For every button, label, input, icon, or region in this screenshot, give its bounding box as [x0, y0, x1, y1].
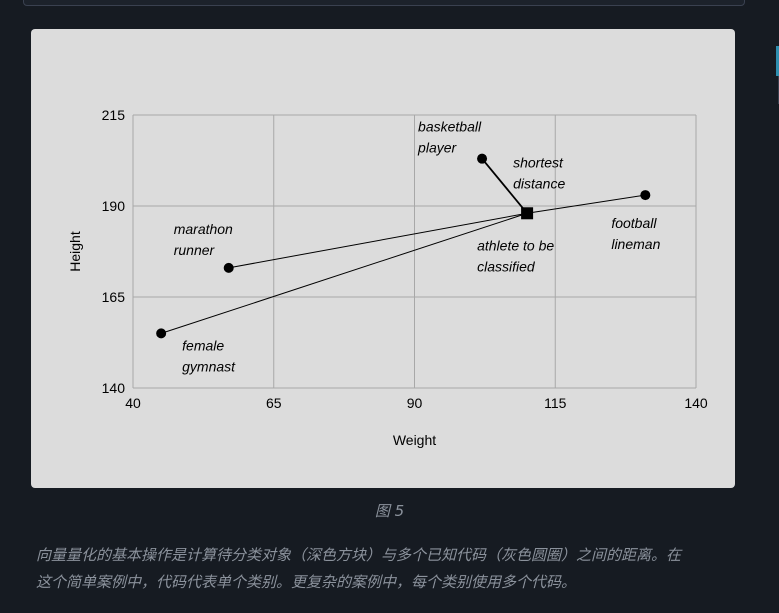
description-line: 向量量化的基本操作是计算待分类对象（深色方块）与多个已知代码（灰色圆圈）之间的距… — [36, 546, 682, 564]
label-gymnast: gymnast — [182, 358, 236, 374]
code-point-marathon — [223, 262, 234, 273]
y-tick-label: 215 — [102, 107, 126, 123]
label-athlete: athlete to be — [477, 237, 554, 253]
label-basketball: basketball — [418, 119, 482, 135]
code-point-gymnast — [156, 328, 167, 339]
figure-caption: 图 5 — [374, 502, 405, 520]
description-line: 这个简单案例中，代码代表单个类别。更复杂的案例中，每个类别使用多个代码。 — [36, 573, 577, 591]
label-football: lineman — [611, 236, 660, 252]
vector-quantization-chart: 40 65 90 115 140 140 165 190 215 Weight Height mara… — [67, 107, 708, 448]
label-gymnast: female — [182, 337, 224, 353]
code-point-football — [640, 190, 651, 201]
y-tick-label: 190 — [102, 198, 126, 214]
target-point — [521, 207, 534, 220]
y-tick-label: 140 — [102, 380, 126, 396]
figure-description: 向量量化的基本操作是计算待分类对象（深色方块）与多个已知代码（灰色圆圈）之间的距… — [36, 542, 736, 596]
y-axis-label: Height — [67, 231, 83, 272]
x-tick-label: 40 — [125, 395, 141, 411]
distance-line-basketball — [481, 158, 528, 214]
x-tick-label: 65 — [266, 395, 282, 411]
x-tick-label: 90 — [407, 395, 423, 411]
label-shortest-distance: shortest — [513, 154, 564, 170]
label-shortest-distance: distance — [513, 175, 565, 191]
x-tick-label: 140 — [684, 395, 708, 411]
code-point-basketball — [477, 153, 488, 164]
label-basketball: player — [417, 140, 457, 156]
distance-line-marathon — [228, 212, 528, 269]
label-athlete: classified — [477, 258, 536, 274]
x-tick-label: 115 — [544, 395, 567, 411]
y-tick-label: 165 — [102, 289, 126, 305]
label-marathon: marathon — [174, 221, 233, 237]
label-marathon: runner — [174, 242, 216, 258]
distance-line-football — [527, 194, 646, 214]
top-panel — [23, 0, 745, 6]
figure-card: 40 65 90 115 140 140 165 190 215 Weight Height mara… — [31, 29, 735, 488]
scrollbar-accent[interactable] — [776, 46, 779, 76]
x-axis-label: Weight — [393, 432, 436, 448]
label-football: football — [611, 215, 657, 231]
distance-line-gymnast — [160, 212, 528, 334]
